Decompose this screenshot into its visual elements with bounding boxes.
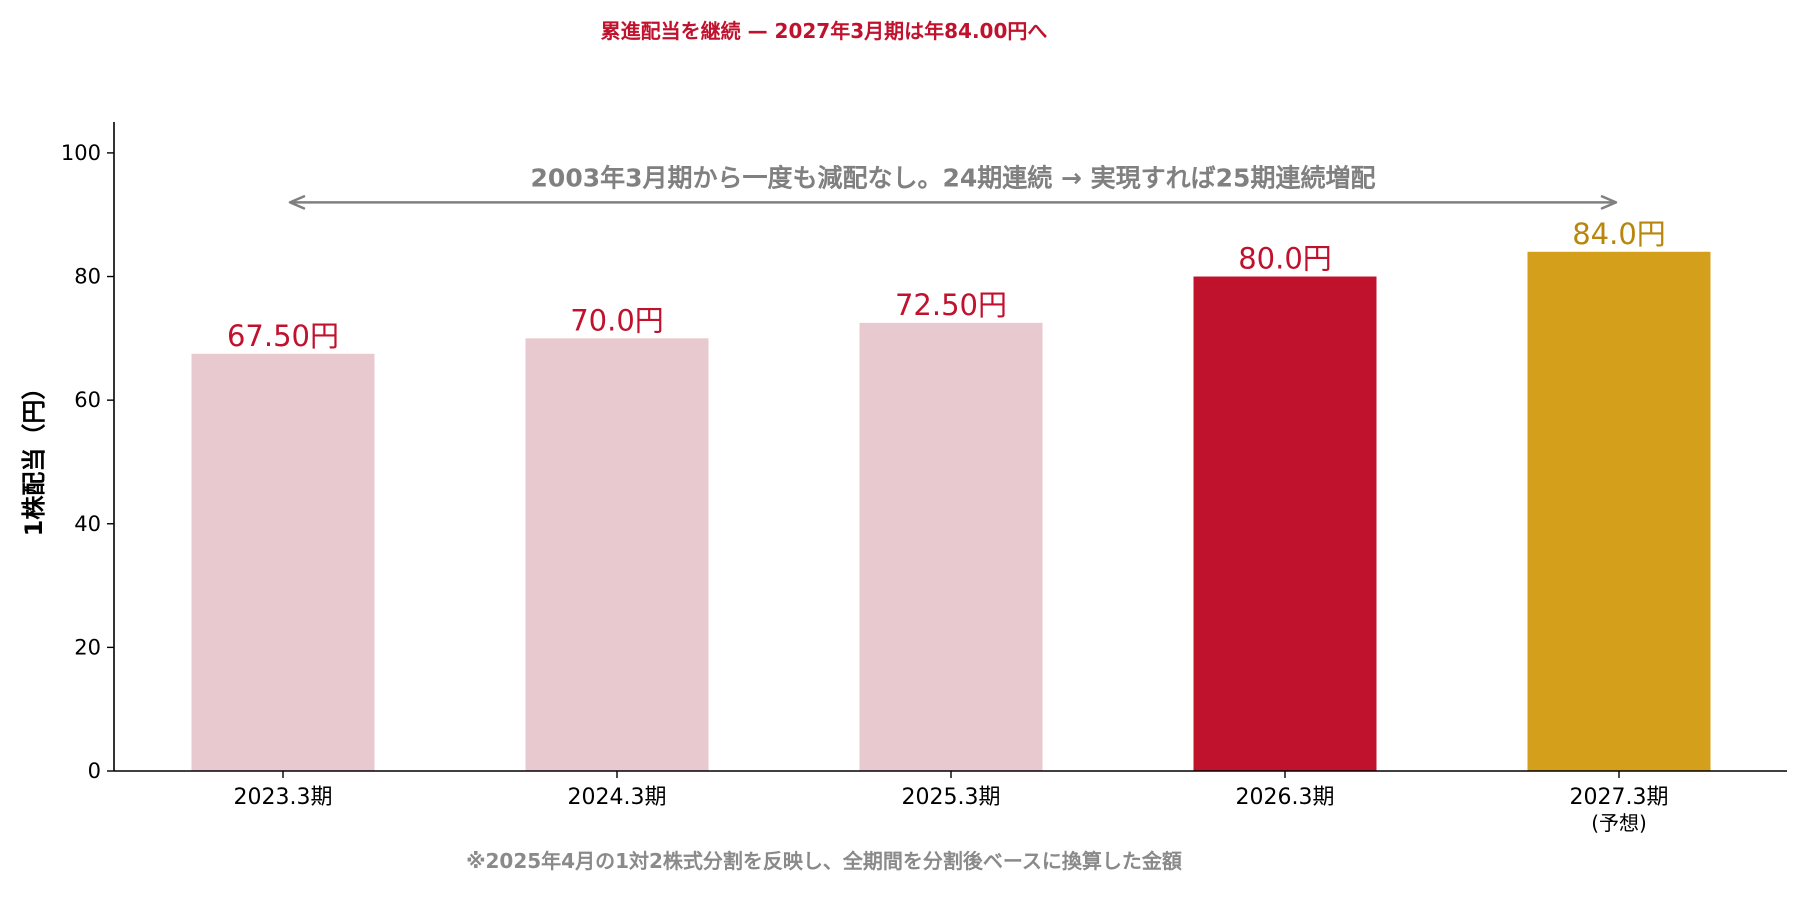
bar-value-label: 84.0円 xyxy=(1572,217,1666,251)
bar-value-label: 70.0円 xyxy=(570,303,664,337)
bar xyxy=(1193,276,1377,771)
x-tick-label: 2023.3期 xyxy=(234,785,333,810)
bar xyxy=(191,353,375,771)
bar-value-label: 67.50円 xyxy=(227,319,339,353)
y-axis: 0 20 40 60 80 100 xyxy=(61,122,115,783)
x-tick-label: 2027.3期 xyxy=(1570,785,1669,810)
chart-title: 累進配当を継続 — 2027年3月期は年84.00円へ xyxy=(601,19,1048,43)
bar-labels-group: 67.50円 70.0円 72.50円 80.0円 84.0円 xyxy=(227,217,1666,353)
bar xyxy=(525,338,709,771)
y-tick-label: 20 xyxy=(74,635,101,659)
annotation-arrowhead-right xyxy=(1600,195,1618,210)
bars-group xyxy=(191,251,1711,772)
x-tick-label: 2024.3期 xyxy=(568,785,667,810)
y-axis-label: 1株配当（円） xyxy=(20,376,48,537)
footnote: ※2025年4月の1対2株式分割を反映し、全期間を分割後ベースに換算した金額 xyxy=(466,849,1182,873)
y-tick-label: 40 xyxy=(74,512,101,536)
annotation-text: 2003年3月期から一度も減配なし。24期連続 → 実現すれば25期連続増配 xyxy=(531,163,1376,192)
bar-value-label: 72.50円 xyxy=(895,288,1007,322)
x-tick-sublabel: (予想) xyxy=(1591,811,1647,835)
x-axis: 2023.3期 2024.3期 2025.3期 2026.3期 2027.3期(予想) xyxy=(114,770,1787,835)
annotation-group: 2003年3月期から一度も減配なし。24期連続 → 実現すれば25期連続増配 xyxy=(288,163,1618,210)
y-tick-label: 100 xyxy=(61,141,101,165)
y-tick-label: 80 xyxy=(74,265,101,289)
bar xyxy=(1527,251,1711,772)
x-tick-label: 2026.3期 xyxy=(1236,785,1335,810)
bar xyxy=(859,322,1043,771)
y-tick-label: 0 xyxy=(88,759,101,783)
annotation-arrowhead-left xyxy=(288,195,306,210)
x-tick-label: 2025.3期 xyxy=(902,785,1001,810)
bar-value-label: 80.0円 xyxy=(1238,242,1332,276)
y-tick-label: 60 xyxy=(74,388,101,412)
